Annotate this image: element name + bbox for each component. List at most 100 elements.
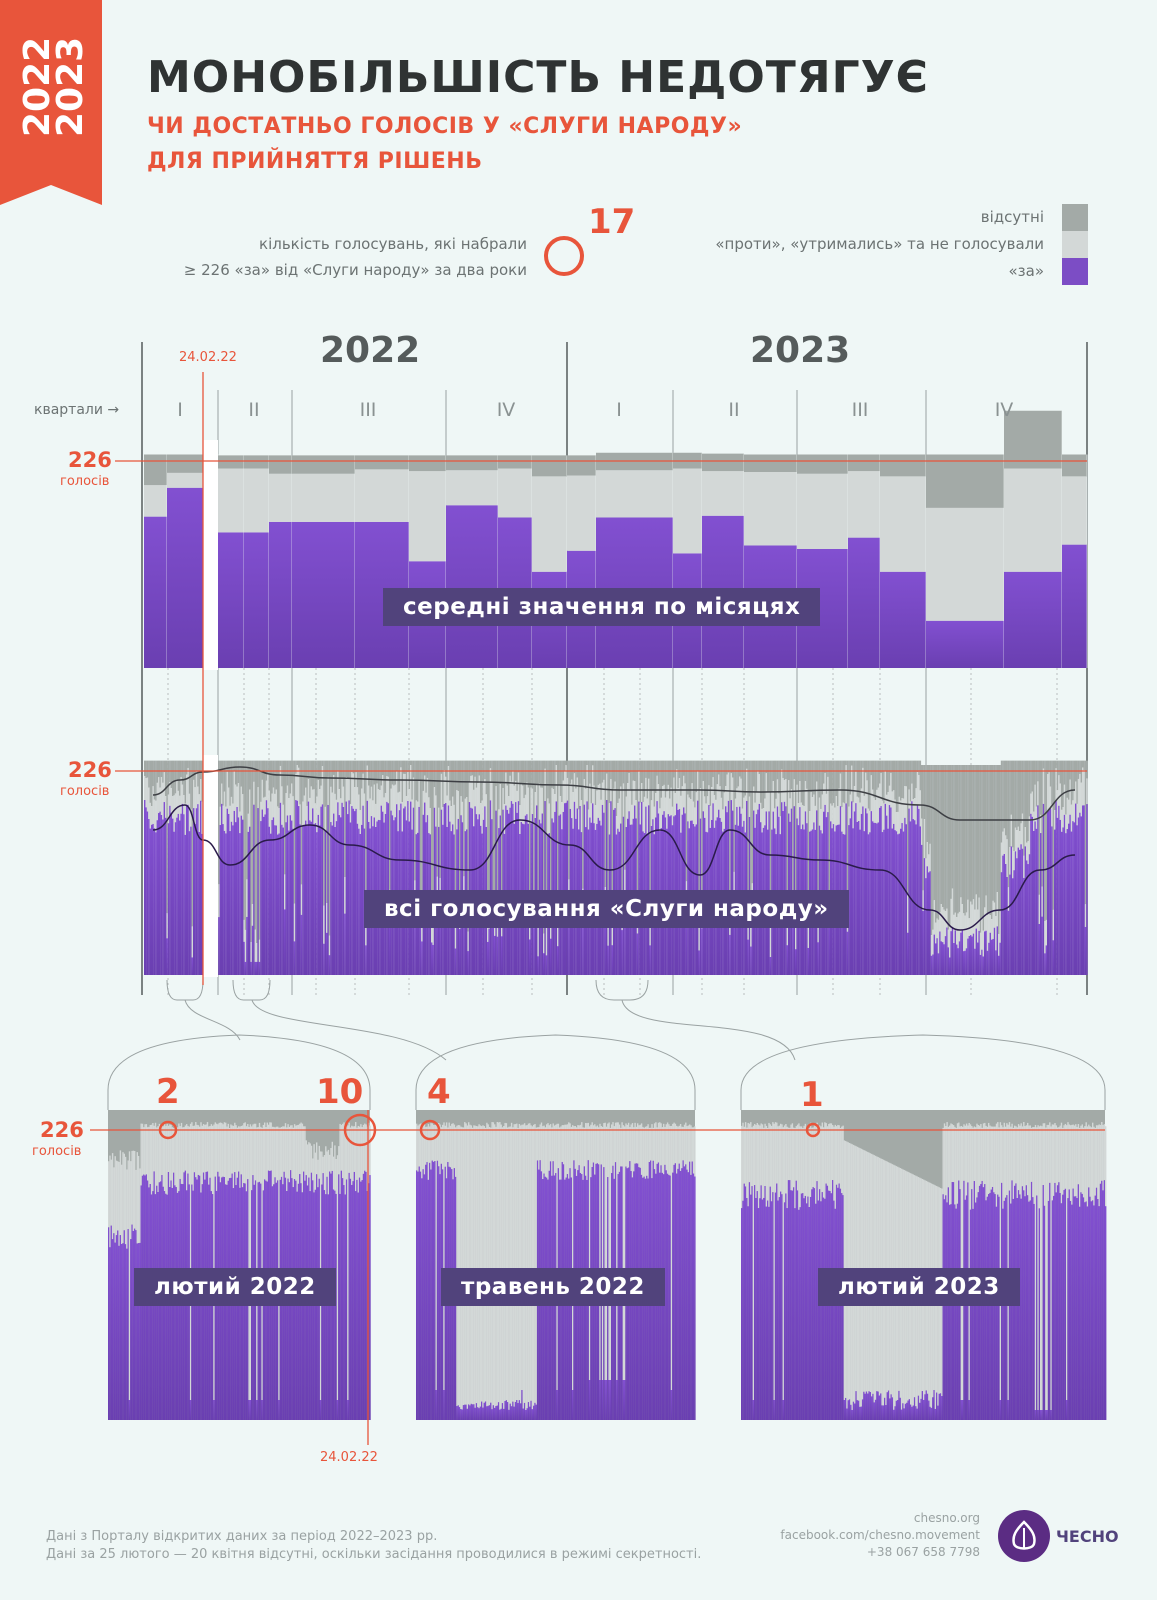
vote-bar-for: [468, 802, 471, 975]
vote-bar-absent: [578, 760, 580, 810]
zoom-bar-for: [423, 1174, 426, 1420]
zoom-bar-other: [291, 1125, 293, 1179]
vote-bar-other: [831, 805, 833, 829]
zoom-bar-other: [946, 1122, 948, 1203]
zoom-bar-other: [210, 1124, 213, 1192]
vote-bar-other: [425, 792, 427, 823]
zoom-bar-for: [956, 1203, 959, 1420]
vote-bar-absent: [327, 760, 329, 777]
zoom-bar-for: [673, 1164, 675, 1420]
vote-bar-for: [300, 914, 303, 975]
vote-bar-other: [1013, 851, 1015, 871]
vote-bar-other: [324, 806, 327, 831]
zoom-bar-for: [599, 1380, 601, 1420]
zoom-bar-other: [462, 1127, 465, 1406]
zoom-bar-for: [521, 1390, 523, 1420]
zoom-bar-other: [209, 1125, 211, 1178]
vote-bar-absent: [720, 760, 723, 798]
vote-bar-other: [516, 790, 518, 813]
vote-bar-absent: [221, 760, 223, 784]
vote-bar-absent: [1010, 760, 1013, 815]
zoom-bar-other: [1007, 1124, 1009, 1400]
vote-bar-for: [313, 824, 315, 975]
vote-bar-absent: [173, 760, 175, 796]
zoom-bar-other: [144, 1124, 146, 1176]
zoom-bar-other: [252, 1124, 254, 1176]
vote-bar-absent: [636, 760, 639, 914]
vote-bar-absent: [335, 760, 338, 800]
vote-bar-other: [443, 770, 446, 805]
zoom-bar-for: [878, 1395, 881, 1420]
vote-bar-other: [464, 798, 467, 832]
zoom-bar-other: [339, 1123, 341, 1194]
vote-bar-absent: [324, 760, 327, 807]
vote-bar-for: [173, 831, 175, 975]
vote-bar-absent: [1059, 760, 1062, 784]
quarter-label: III: [851, 399, 869, 421]
zoom-bar-for: [352, 1181, 354, 1420]
vote-bar-other: [768, 791, 770, 812]
vote-bar-other: [566, 777, 569, 801]
quarter-label: IV: [994, 399, 1014, 421]
zoom-bar-other: [301, 1123, 304, 1193]
zoom-bar-other: [352, 1126, 354, 1182]
vote-bar-other: [726, 774, 728, 813]
vote-bar-absent: [935, 765, 937, 923]
zoom-bar-other: [318, 1145, 320, 1179]
zoom-bar-for: [941, 1396, 943, 1420]
zoom-bar-other: [200, 1122, 202, 1193]
vote-bar-other: [951, 888, 954, 927]
vote-bar-other: [851, 765, 853, 802]
vote-bar-absent: [890, 760, 892, 774]
zoom-bar-other: [201, 1125, 203, 1185]
vote-bar-other: [177, 790, 180, 814]
zoom-bar-other: [349, 1127, 352, 1179]
vote-bar-absent: [442, 760, 444, 808]
vote-bar-absent: [919, 760, 922, 791]
zoom-bar-other: [271, 1126, 274, 1187]
legend-label-other: «проти», «утримались» та не голосували: [715, 235, 1044, 253]
zoom-bar-for: [763, 1197, 765, 1420]
vote-bar-other: [228, 787, 230, 814]
zoom-bar-for: [824, 1198, 826, 1420]
vote-bar-absent: [622, 760, 625, 784]
vote-bar-absent: [1038, 760, 1041, 895]
zoom-bar-other: [152, 1123, 154, 1192]
zoom-bar-other: [314, 1152, 317, 1190]
vote-bar-for: [310, 821, 313, 975]
vote-bar-for: [275, 825, 278, 975]
vote-bar-absent: [653, 760, 656, 807]
vote-bar-absent: [887, 760, 889, 793]
zoom-bar-for: [301, 1192, 304, 1420]
vote-bar-absent: [715, 760, 717, 800]
zoom-bar-for: [891, 1397, 894, 1420]
vote-bar-other: [145, 778, 147, 808]
vote-bar-absent: [258, 760, 261, 940]
zoom-bar-for: [136, 1243, 138, 1420]
zoom-bar-other: [830, 1123, 833, 1194]
vote-bar-absent: [795, 760, 797, 916]
zoom-bar-for: [772, 1192, 774, 1420]
vote-bar-absent: [638, 760, 640, 772]
vote-bar-other: [200, 779, 202, 801]
vote-bar-absent: [1041, 760, 1043, 887]
vote-bar-other: [838, 788, 840, 825]
vote-bar-absent: [782, 760, 784, 778]
vote-bar-for: [264, 814, 266, 975]
vote-bar-absent: [845, 760, 847, 766]
vote-bar-absent: [348, 760, 350, 779]
footer-facebook-link[interactable]: facebook.com/chesno.movement: [780, 1528, 980, 1542]
zoom-bar-for: [768, 1206, 770, 1420]
zoom-bar-for: [1095, 1187, 1098, 1420]
vote-bar-for: [846, 931, 849, 975]
vote-bar-absent: [589, 760, 591, 784]
vote-bar-for: [253, 804, 255, 975]
zoom-bar-for: [682, 1160, 684, 1420]
vote-bar-for: [921, 844, 923, 975]
vote-bar-absent: [163, 760, 166, 773]
vote-bar-absent: [412, 760, 415, 778]
zoom-bar-for: [780, 1191, 782, 1420]
zoom-bar-for: [365, 1171, 367, 1420]
footer-site-link[interactable]: chesno.org: [913, 1511, 980, 1525]
quarter-label: III: [359, 399, 377, 421]
